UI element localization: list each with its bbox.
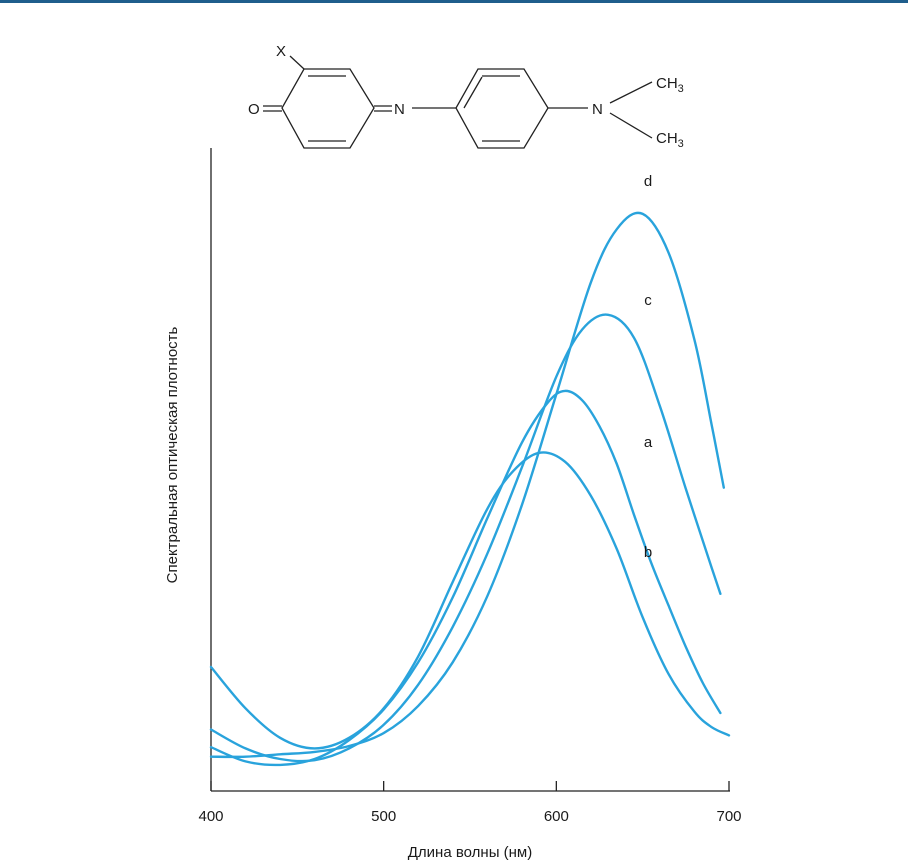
quinone-ring — [281, 68, 375, 149]
spectral-curves — [209, 211, 731, 767]
methyl-bottom-label: CH3 — [656, 130, 684, 150]
substituent-label: X — [276, 43, 286, 60]
curve-label-c: c — [644, 292, 652, 309]
oxygen-label: O — [248, 101, 260, 118]
x-tick-label: 400 — [198, 808, 223, 825]
methyl-top-label: CH3 — [656, 75, 684, 95]
x-axis-label: Длина волны (нм) — [408, 844, 532, 861]
curve-c — [209, 313, 722, 763]
methyl-bond-bottom — [609, 112, 653, 139]
curve-d — [209, 211, 725, 759]
benzene-ring — [455, 68, 549, 149]
curve-labels: a b c d — [644, 173, 653, 561]
y-axis-label: Спектральная оптическая плотность — [164, 326, 181, 583]
x-tick-label: 700 — [716, 808, 741, 825]
amine-nitrogen-label: N — [592, 101, 603, 118]
methyl-bond-top — [609, 81, 653, 104]
imine-nitrogen-label: N — [394, 101, 405, 118]
indoaniline-dye-structure: X O N N CH3 CH3 — [248, 43, 684, 150]
top-rule — [0, 0, 908, 3]
x-ticks: 400 500 600 700 — [198, 781, 742, 825]
benzene-inner-bond-left — [463, 76, 483, 109]
curve-label-b: b — [644, 544, 652, 561]
x-tick-label: 500 — [371, 808, 396, 825]
curve-b — [209, 451, 731, 750]
curve-label-d: d — [644, 173, 652, 190]
curve-label-a: a — [644, 434, 653, 451]
spectrum-chart: 400 500 600 700 a b c d Длина волны (нм) Спект… — [164, 148, 742, 861]
x-tick-label: 600 — [544, 808, 569, 825]
substituent-bond — [289, 55, 305, 70]
